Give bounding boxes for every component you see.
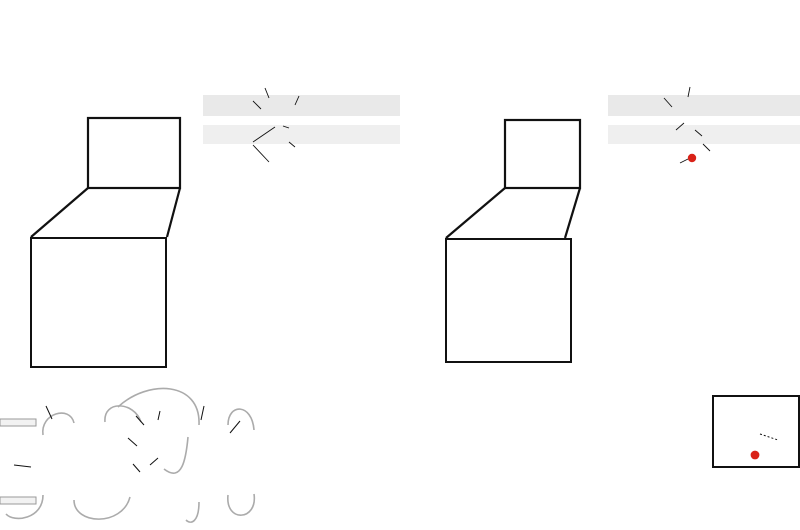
inset-g-structure: [712, 395, 800, 468]
hbond-dashed-line: [759, 433, 779, 441]
arR-band: [203, 95, 400, 116]
leader-lines: [252, 87, 300, 163]
inset-open-drawing: [32, 239, 164, 365]
density-map-closed: [396, 13, 596, 225]
npa-band: [203, 125, 400, 144]
membrane-extra-bar: [0, 418, 37, 427]
npa-band: [608, 125, 800, 144]
chart-free-energy-open: [160, 238, 400, 378]
water-molecule-dot: [750, 450, 760, 460]
leader-lines: [663, 86, 711, 164]
chart-free-energy-closed: [585, 238, 800, 378]
inset-closed: [445, 238, 572, 363]
inset-open: [30, 237, 167, 368]
arR-band: [608, 95, 800, 116]
ribbon-closed: [608, 86, 800, 164]
chart-water-permeation: [290, 378, 445, 530]
loops: [5, 387, 255, 523]
inset-closed-drawing: [447, 240, 569, 360]
topology-diagram: [0, 387, 255, 523]
ribbon-open: [203, 87, 400, 163]
membrane-intra-bar: [0, 496, 37, 505]
leader-lines: [13, 405, 241, 473]
density-map-open: [0, 13, 194, 225]
water-molecule-dot: [687, 153, 697, 163]
inset-g-drawing: [750, 433, 779, 460]
